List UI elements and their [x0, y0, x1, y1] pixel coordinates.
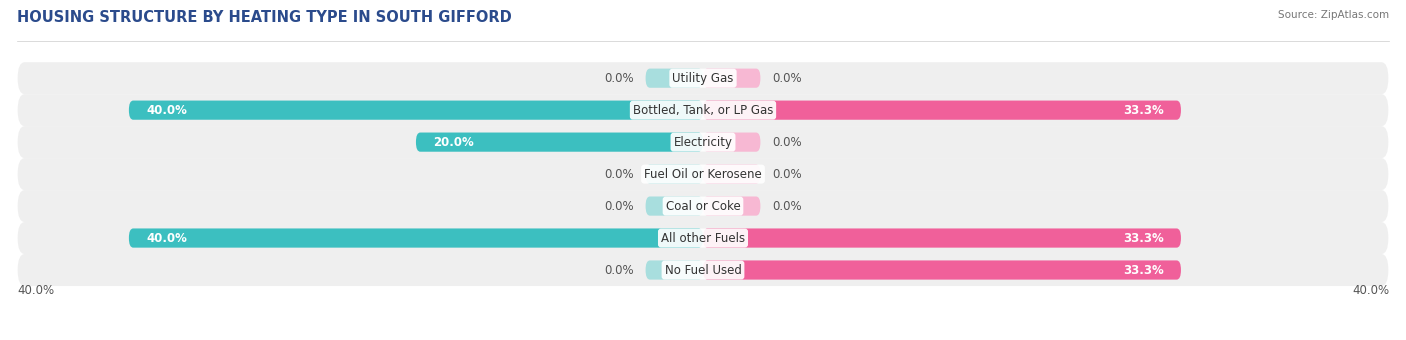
Text: 0.0%: 0.0%	[772, 72, 801, 85]
Text: 40.0%: 40.0%	[17, 284, 53, 297]
FancyBboxPatch shape	[18, 222, 1388, 254]
Text: Coal or Coke: Coal or Coke	[665, 200, 741, 212]
FancyBboxPatch shape	[416, 133, 703, 152]
Text: 0.0%: 0.0%	[605, 264, 634, 276]
FancyBboxPatch shape	[18, 62, 1388, 94]
FancyBboxPatch shape	[129, 228, 703, 248]
FancyBboxPatch shape	[703, 260, 1181, 279]
Text: No Fuel Used: No Fuel Used	[665, 264, 741, 276]
FancyBboxPatch shape	[18, 190, 1388, 222]
FancyBboxPatch shape	[18, 126, 1388, 158]
Text: 0.0%: 0.0%	[772, 136, 801, 149]
Text: HOUSING STRUCTURE BY HEATING TYPE IN SOUTH GIFFORD: HOUSING STRUCTURE BY HEATING TYPE IN SOU…	[17, 10, 512, 25]
FancyBboxPatch shape	[18, 158, 1388, 190]
Text: 33.3%: 33.3%	[1123, 264, 1164, 276]
Text: 20.0%: 20.0%	[433, 136, 474, 149]
Text: 33.3%: 33.3%	[1123, 104, 1164, 117]
FancyBboxPatch shape	[129, 101, 703, 120]
FancyBboxPatch shape	[703, 165, 761, 184]
Text: Source: ZipAtlas.com: Source: ZipAtlas.com	[1278, 10, 1389, 20]
FancyBboxPatch shape	[645, 197, 703, 216]
Text: 0.0%: 0.0%	[772, 200, 801, 212]
Text: 0.0%: 0.0%	[772, 168, 801, 181]
Text: 40.0%: 40.0%	[146, 232, 187, 244]
FancyBboxPatch shape	[703, 197, 761, 216]
FancyBboxPatch shape	[703, 69, 761, 88]
Text: Electricity: Electricity	[673, 136, 733, 149]
Text: All other Fuels: All other Fuels	[661, 232, 745, 244]
Text: 0.0%: 0.0%	[605, 200, 634, 212]
Text: Bottled, Tank, or LP Gas: Bottled, Tank, or LP Gas	[633, 104, 773, 117]
FancyBboxPatch shape	[18, 94, 1388, 126]
Text: Fuel Oil or Kerosene: Fuel Oil or Kerosene	[644, 168, 762, 181]
FancyBboxPatch shape	[645, 165, 703, 184]
Text: Utility Gas: Utility Gas	[672, 72, 734, 85]
Text: 40.0%: 40.0%	[1353, 284, 1389, 297]
FancyBboxPatch shape	[645, 69, 703, 88]
FancyBboxPatch shape	[703, 133, 761, 152]
Text: 33.3%: 33.3%	[1123, 232, 1164, 244]
FancyBboxPatch shape	[18, 254, 1388, 286]
Text: 40.0%: 40.0%	[146, 104, 187, 117]
FancyBboxPatch shape	[703, 228, 1181, 248]
Text: 0.0%: 0.0%	[605, 168, 634, 181]
FancyBboxPatch shape	[645, 260, 703, 279]
Text: 0.0%: 0.0%	[605, 72, 634, 85]
FancyBboxPatch shape	[703, 101, 1181, 120]
